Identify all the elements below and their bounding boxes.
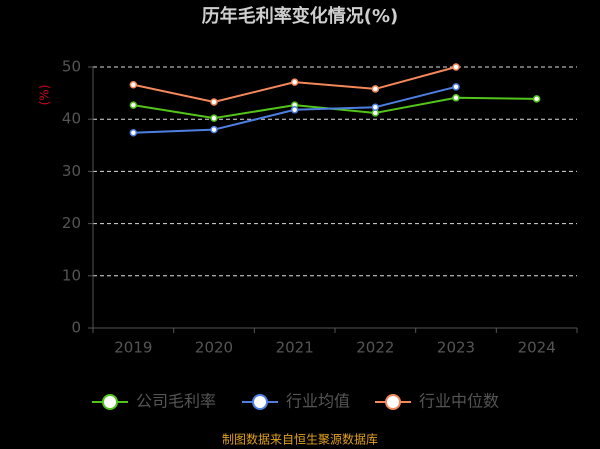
x-tick-label: 2021 bbox=[276, 339, 314, 357]
source-note: 制图数据来自恒生聚源数据库 bbox=[222, 432, 378, 447]
point-marker bbox=[129, 129, 138, 137]
legend-label: 行业中位数 bbox=[419, 392, 499, 411]
x-tick-label: 2019 bbox=[114, 339, 152, 357]
point-marker bbox=[452, 63, 460, 71]
y-tick-label: 30 bbox=[62, 162, 81, 180]
x-tick-label: 2024 bbox=[518, 339, 556, 357]
y-tick-label: 40 bbox=[62, 110, 81, 128]
x-tick-label: 2023 bbox=[437, 339, 475, 357]
y-tick-label: 50 bbox=[62, 58, 81, 76]
point-marker bbox=[290, 78, 299, 86]
point-marker bbox=[290, 106, 299, 114]
point-marker bbox=[371, 103, 380, 111]
legend-label: 公司毛利率 bbox=[136, 392, 216, 411]
x-tick-label: 2020 bbox=[195, 339, 233, 357]
point-marker bbox=[210, 125, 218, 134]
point-marker bbox=[452, 94, 460, 102]
legend-marker bbox=[385, 394, 401, 410]
legend-label: 行业均值 bbox=[286, 392, 350, 411]
point-marker bbox=[452, 83, 460, 91]
point-marker bbox=[532, 95, 541, 103]
y-tick-label: 10 bbox=[62, 266, 81, 284]
x-tick-label: 2022 bbox=[356, 339, 394, 357]
legend-marker bbox=[252, 394, 268, 410]
y-tick-label: 0 bbox=[71, 319, 81, 337]
point-marker bbox=[129, 80, 138, 89]
point-marker bbox=[371, 85, 380, 93]
legend-marker bbox=[102, 394, 118, 410]
point-marker bbox=[210, 98, 218, 106]
point-marker bbox=[210, 114, 218, 122]
point-marker bbox=[129, 101, 138, 109]
y-tick-label: 20 bbox=[62, 214, 81, 232]
y-axis-label: (%) bbox=[38, 85, 52, 106]
chart-title: 历年毛利率变化情况(%) bbox=[202, 5, 399, 27]
